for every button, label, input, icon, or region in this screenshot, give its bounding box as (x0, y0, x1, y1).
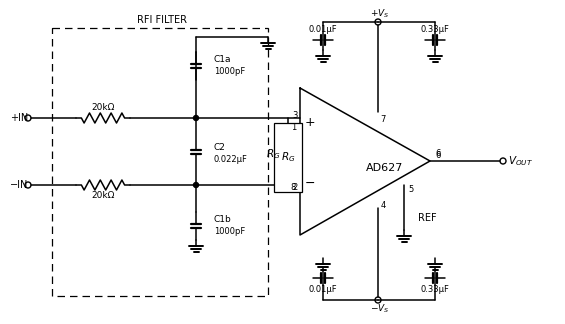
Text: 3: 3 (293, 111, 298, 121)
Text: 4: 4 (380, 201, 386, 210)
Text: 20kΩ: 20kΩ (92, 102, 115, 111)
Text: 1000pF: 1000pF (214, 67, 245, 76)
Text: 0.022μF: 0.022μF (214, 156, 248, 165)
Text: 0.01μF: 0.01μF (308, 285, 337, 295)
Text: 7: 7 (380, 115, 386, 124)
Text: 2: 2 (293, 182, 298, 191)
Text: −IN: −IN (10, 180, 28, 190)
Text: AD627: AD627 (366, 163, 403, 173)
Circle shape (193, 115, 198, 121)
Text: 6: 6 (435, 148, 440, 157)
Text: $R_G$: $R_G$ (281, 151, 295, 164)
Text: $V_{OUT}$: $V_{OUT}$ (508, 154, 533, 168)
Text: $+V_S$: $+V_S$ (370, 8, 390, 20)
Text: 0.33μF: 0.33μF (420, 26, 449, 34)
Circle shape (193, 182, 198, 188)
Text: C1a: C1a (214, 55, 232, 64)
Text: +: + (305, 115, 315, 129)
Text: 0.01μF: 0.01μF (308, 26, 337, 34)
Text: 8: 8 (290, 182, 296, 191)
Text: 20kΩ: 20kΩ (92, 191, 115, 201)
Text: REF: REF (418, 213, 437, 223)
Text: 1000pF: 1000pF (214, 227, 245, 237)
Text: $-V_S$: $-V_S$ (370, 303, 390, 315)
Text: RFI FILTER: RFI FILTER (137, 15, 187, 25)
Text: C1b: C1b (214, 215, 232, 225)
Text: 1: 1 (291, 123, 296, 133)
Text: +IN: +IN (10, 113, 28, 123)
Bar (52, 28, 268, 296)
Text: 0.33μF: 0.33μF (420, 285, 449, 295)
Text: 5: 5 (408, 186, 413, 194)
Text: 6: 6 (435, 152, 440, 160)
Bar (274, 123, 302, 192)
Text: C2: C2 (214, 144, 226, 153)
Text: $R_G$: $R_G$ (266, 148, 280, 161)
Text: −: − (305, 177, 315, 190)
